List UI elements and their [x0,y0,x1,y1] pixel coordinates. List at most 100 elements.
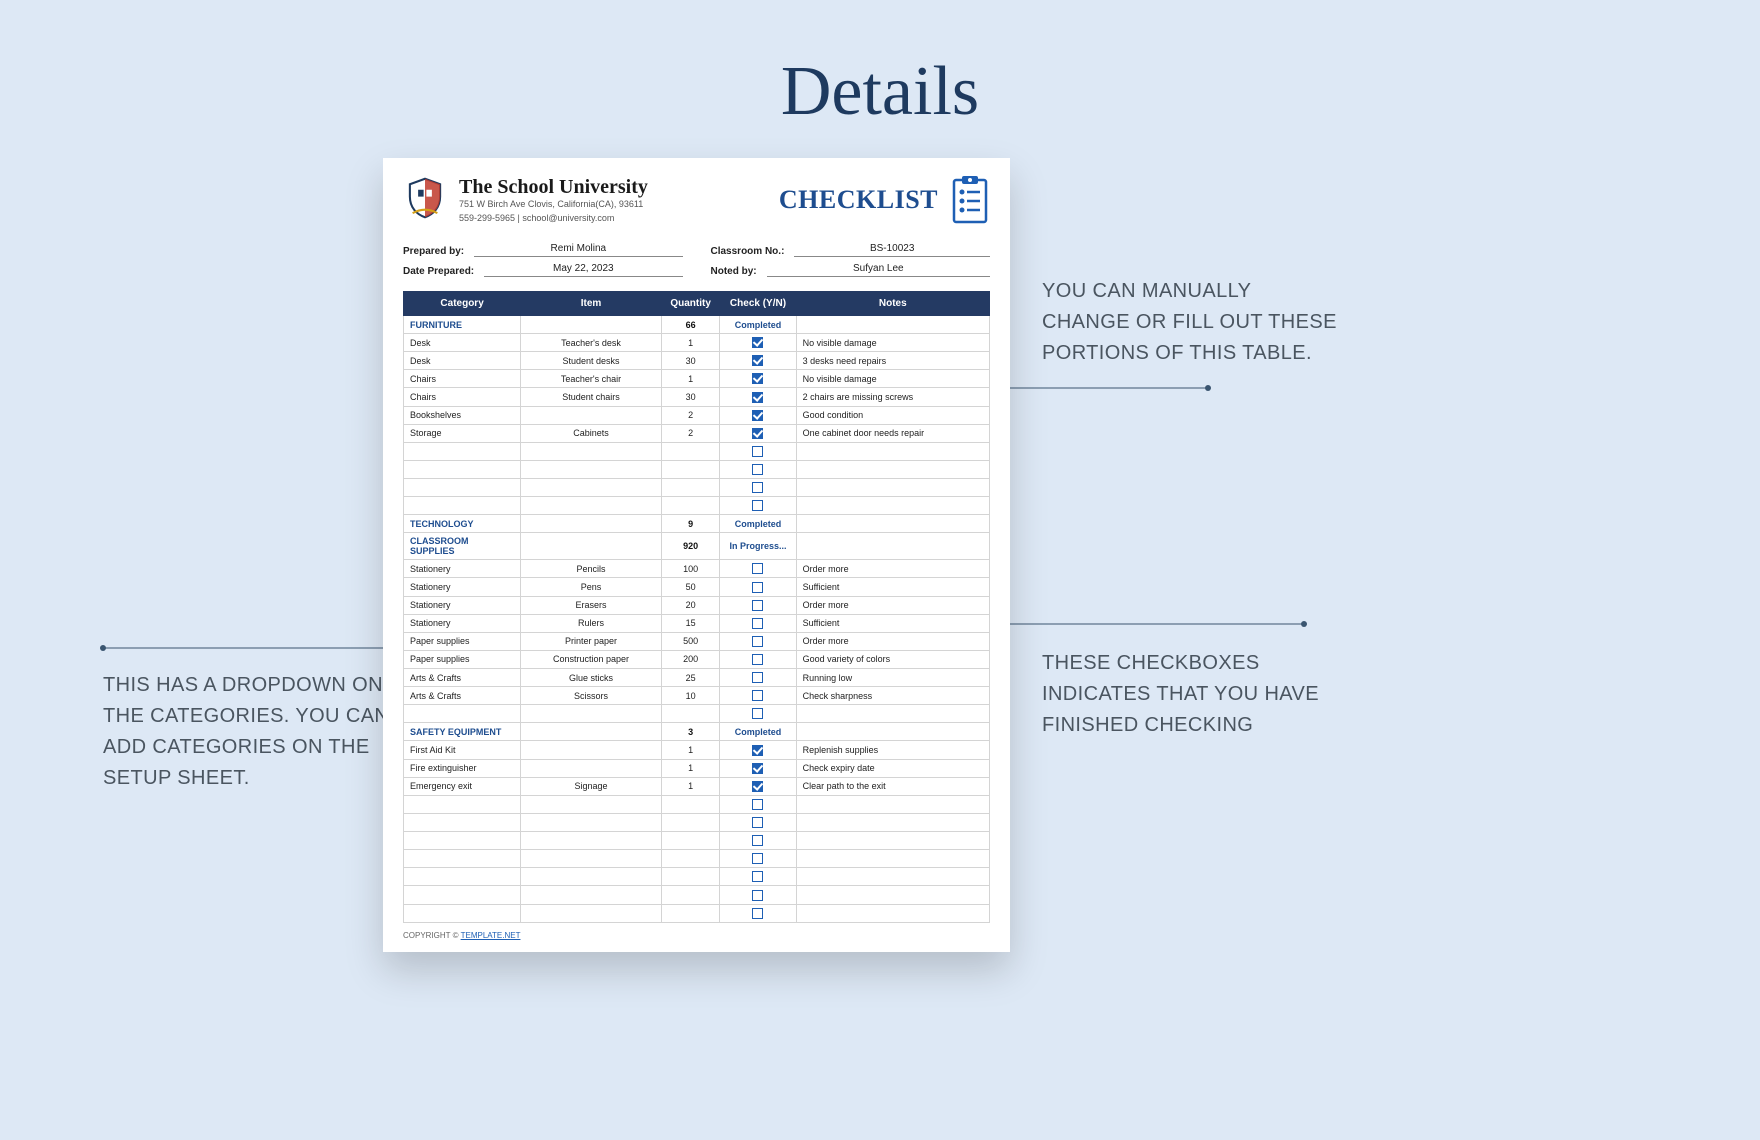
cell-qty[interactable] [661,850,720,868]
cell-item[interactable]: Pens [521,578,662,596]
cell-category[interactable] [404,904,521,922]
cell-category[interactable] [404,442,521,460]
cell-item[interactable] [521,795,662,813]
cell-qty[interactable] [661,705,720,723]
cell-notes[interactable] [796,832,989,850]
cell-category[interactable]: Emergency exit [404,777,521,795]
cell-category[interactable]: Stationery [404,578,521,596]
cell-item[interactable]: Glue sticks [521,669,662,687]
cell-notes[interactable] [796,479,989,497]
cell-qty[interactable]: 1 [661,759,720,777]
cell-category[interactable]: Paper supplies [404,632,521,650]
cell-notes[interactable]: Good variety of colors [796,650,989,668]
check-box[interactable] [752,582,763,593]
cell-qty[interactable] [661,886,720,904]
check-box[interactable] [752,392,763,403]
cell-qty[interactable]: 2 [661,406,720,424]
cell-category[interactable]: Stationery [404,560,521,578]
cell-item[interactable]: Pencils [521,560,662,578]
check-box[interactable] [752,835,763,846]
cell-qty[interactable] [661,832,720,850]
check-box[interactable] [752,708,763,719]
cell-category[interactable] [404,850,521,868]
cell-notes[interactable]: Check expiry date [796,759,989,777]
cell-notes[interactable]: 3 desks need repairs [796,352,989,370]
cell-qty[interactable]: 200 [661,650,720,668]
cell-category[interactable]: Paper supplies [404,650,521,668]
cell-category[interactable]: Storage [404,424,521,442]
cell-qty[interactable] [661,460,720,478]
check-box[interactable] [752,428,763,439]
check-box[interactable] [752,853,763,864]
noted-by-field[interactable]: Sufyan Lee [767,263,990,277]
check-box[interactable] [752,446,763,457]
cell-qty[interactable]: 15 [661,614,720,632]
check-box[interactable] [752,563,763,574]
check-box[interactable] [752,482,763,493]
check-box[interactable] [752,373,763,384]
cell-item[interactable]: Student desks [521,352,662,370]
check-box[interactable] [752,763,763,774]
cell-qty[interactable]: 30 [661,388,720,406]
cell-item[interactable]: Teacher's desk [521,334,662,352]
check-box[interactable] [752,500,763,511]
cell-qty[interactable]: 2 [661,424,720,442]
cell-category[interactable]: Desk [404,334,521,352]
check-box[interactable] [752,745,763,756]
cell-category[interactable] [404,868,521,886]
cell-item[interactable]: Signage [521,777,662,795]
cell-notes[interactable]: Replenish supplies [796,741,989,759]
cell-category[interactable]: First Aid Kit [404,741,521,759]
cell-qty[interactable]: 30 [661,352,720,370]
cell-item[interactable]: Cabinets [521,424,662,442]
check-box[interactable] [752,799,763,810]
cell-item[interactable]: Printer paper [521,632,662,650]
cell-notes[interactable]: No visible damage [796,334,989,352]
cell-qty[interactable] [661,442,720,460]
cell-notes[interactable] [796,886,989,904]
cell-qty[interactable]: 20 [661,596,720,614]
cell-notes[interactable]: Sufficient [796,578,989,596]
cell-item[interactable] [521,497,662,515]
cell-item[interactable] [521,868,662,886]
check-box[interactable] [752,672,763,683]
check-box[interactable] [752,636,763,647]
cell-item[interactable] [521,479,662,497]
cell-qty[interactable] [661,904,720,922]
cell-item[interactable] [521,460,662,478]
cell-item[interactable] [521,832,662,850]
cell-notes[interactable] [796,795,989,813]
check-box[interactable] [752,654,763,665]
check-box[interactable] [752,355,763,366]
check-box[interactable] [752,908,763,919]
cell-category[interactable] [404,460,521,478]
cell-notes[interactable]: Sufficient [796,614,989,632]
cell-qty[interactable] [661,795,720,813]
check-box[interactable] [752,618,763,629]
check-box[interactable] [752,690,763,701]
cell-notes[interactable] [796,868,989,886]
cell-category[interactable]: Stationery [404,614,521,632]
cell-item[interactable] [521,813,662,831]
cell-qty[interactable]: 100 [661,560,720,578]
cell-notes[interactable]: One cabinet door needs repair [796,424,989,442]
cell-notes[interactable]: 2 chairs are missing screws [796,388,989,406]
cell-item[interactable]: Student chairs [521,388,662,406]
classroom-no-field[interactable]: BS-10023 [794,243,990,257]
cell-notes[interactable]: Order more [796,632,989,650]
cell-category[interactable]: Desk [404,352,521,370]
cell-qty[interactable]: 10 [661,687,720,705]
cell-notes[interactable] [796,442,989,460]
cell-notes[interactable] [796,497,989,515]
cell-category[interactable]: Chairs [404,370,521,388]
check-box[interactable] [752,871,763,882]
cell-category[interactable]: Chairs [404,388,521,406]
cell-item[interactable] [521,741,662,759]
cell-qty[interactable]: 1 [661,334,720,352]
cell-item[interactable] [521,850,662,868]
cell-category[interactable] [404,832,521,850]
cell-qty[interactable]: 1 [661,370,720,388]
check-box[interactable] [752,600,763,611]
cell-notes[interactable] [796,705,989,723]
cell-qty[interactable]: 50 [661,578,720,596]
